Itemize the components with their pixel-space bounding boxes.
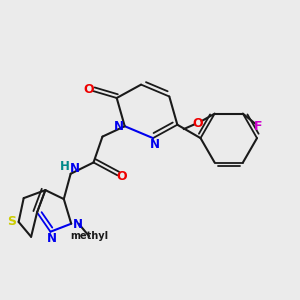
Text: N: N (149, 138, 160, 151)
Text: N: N (73, 218, 83, 231)
Text: S: S (8, 215, 16, 228)
Text: N: N (70, 162, 80, 175)
Text: O: O (192, 117, 203, 130)
Text: F: F (254, 120, 262, 133)
Text: methyl: methyl (70, 231, 108, 241)
Text: N: N (114, 120, 124, 133)
Text: N: N (47, 232, 57, 245)
Text: O: O (117, 170, 128, 183)
Text: H: H (60, 160, 70, 173)
Text: O: O (83, 83, 94, 96)
